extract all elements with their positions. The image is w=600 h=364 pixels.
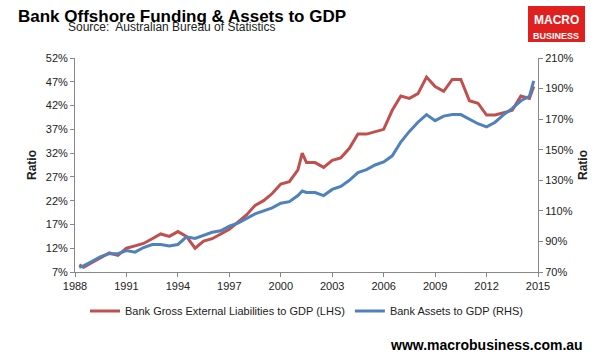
svg-text:2003: 2003	[320, 280, 344, 292]
svg-text:Ratio: Ratio	[25, 150, 39, 180]
svg-text:42%: 42%	[46, 99, 68, 111]
svg-text:Ratio: Ratio	[576, 150, 590, 180]
svg-text:32%: 32%	[46, 147, 68, 159]
svg-text:2009: 2009	[423, 280, 447, 292]
svg-text:Bank Gross External Liabilitie: Bank Gross External Liabilities to GDP (…	[125, 305, 345, 317]
svg-text:1994: 1994	[166, 280, 190, 292]
svg-text:1997: 1997	[217, 280, 241, 292]
svg-text:Bank Assets to GDP (RHS): Bank Assets to GDP (RHS)	[390, 305, 523, 317]
svg-text:190%: 190%	[545, 82, 573, 94]
svg-text:170%: 170%	[545, 113, 573, 125]
svg-text:130%: 130%	[545, 174, 573, 186]
svg-text:52%: 52%	[46, 52, 68, 64]
svg-text:90%: 90%	[545, 235, 567, 247]
svg-text:BUSINESS: BUSINESS	[533, 31, 579, 41]
svg-text:22%: 22%	[46, 195, 68, 207]
svg-text:www.macrobusiness.com.au: www.macrobusiness.com.au	[390, 337, 583, 353]
svg-text:Source: Australian Bureau of: Source: Australian Bureau of Statistics	[68, 20, 275, 34]
svg-text:12%: 12%	[46, 242, 68, 254]
svg-text:2006: 2006	[371, 280, 395, 292]
svg-text:2000: 2000	[269, 280, 293, 292]
svg-text:17%: 17%	[46, 218, 68, 230]
svg-text:2015: 2015	[526, 280, 550, 292]
svg-text:70%: 70%	[545, 266, 567, 278]
svg-text:37%: 37%	[46, 123, 68, 135]
svg-text:7%: 7%	[52, 266, 68, 278]
svg-text:1988: 1988	[63, 280, 87, 292]
svg-text:27%: 27%	[46, 171, 68, 183]
svg-text:110%: 110%	[545, 205, 573, 217]
svg-text:210%: 210%	[545, 52, 573, 64]
svg-text:MACRO: MACRO	[534, 13, 579, 27]
svg-text:1991: 1991	[114, 280, 138, 292]
svg-text:150%: 150%	[545, 144, 573, 156]
svg-text:Bank Offshore Funding & Assets: Bank Offshore Funding & Assets to GDP	[18, 7, 346, 26]
svg-text:47%: 47%	[46, 76, 68, 88]
svg-text:2012: 2012	[474, 280, 498, 292]
